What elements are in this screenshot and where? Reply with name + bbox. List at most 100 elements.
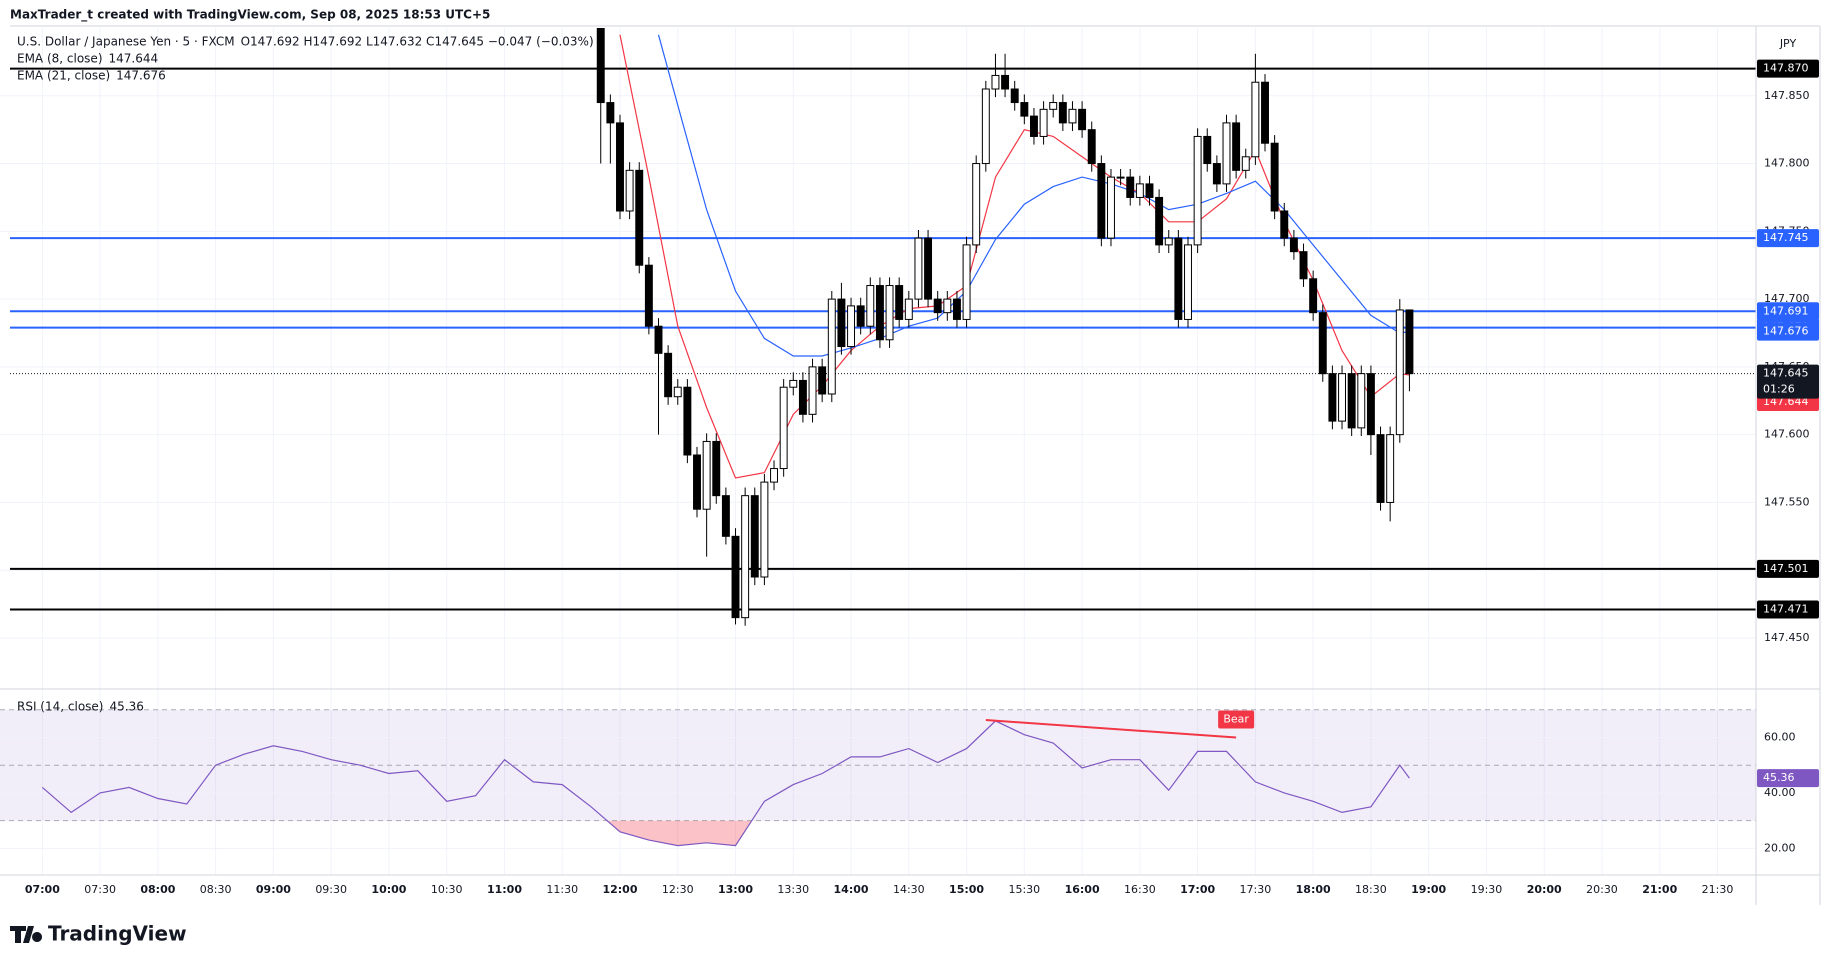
candle-body	[712, 440, 721, 497]
legend-value: 147.676	[116, 69, 166, 83]
candle-body	[596, 28, 605, 104]
y-tick-label: 147.850	[1764, 89, 1810, 102]
candle-body	[895, 285, 904, 320]
x-tick-label: 14:00	[834, 883, 869, 896]
candle-body	[1193, 135, 1202, 246]
x-tick-label: 17:00	[1180, 883, 1215, 896]
candle-body	[1049, 102, 1058, 110]
legend-value: 147.644	[109, 52, 159, 66]
candle-body	[1097, 163, 1106, 239]
x-tick-label: 09:00	[256, 883, 291, 896]
candle-body	[721, 495, 730, 537]
divergence-label-box	[1218, 710, 1255, 729]
x-tick-label: 09:30	[315, 883, 347, 896]
candle-body	[1029, 115, 1038, 137]
countdown: 01:26	[1763, 383, 1795, 396]
divergence-label: Bear	[1223, 713, 1249, 726]
candle-body	[770, 468, 778, 483]
candle-body	[1299, 251, 1308, 280]
y-tick-label: 147.600	[1764, 428, 1810, 441]
x-tick-label: 17:30	[1240, 883, 1272, 896]
level-label: 147.471	[1763, 603, 1809, 616]
x-tick-label: 20:00	[1527, 883, 1562, 896]
candle-body	[1164, 237, 1173, 246]
level-label-box	[1757, 229, 1819, 248]
x-tick-label: 12:30	[662, 883, 694, 896]
rsi-value-label-box	[1757, 769, 1819, 788]
candle-body	[760, 481, 769, 578]
candle-body	[991, 74, 1000, 90]
candle-body	[625, 169, 634, 212]
x-tick-label: 08:00	[140, 883, 175, 896]
x-tick-label: 13:00	[718, 883, 753, 896]
symbol: U.S. Dollar / Japanese Yen · 5 · FXCM	[17, 35, 235, 49]
brand: TradingView	[10, 922, 187, 946]
x-tick-label: 07:00	[25, 883, 60, 896]
candle-body	[1078, 108, 1087, 131]
candle-body	[933, 298, 942, 314]
x-tick-label: 10:00	[371, 883, 406, 896]
candle-body	[1116, 176, 1125, 179]
x-tick-label: 18:00	[1296, 883, 1331, 896]
x-tick-label: 15:00	[949, 883, 984, 896]
candle-body	[1010, 88, 1019, 104]
candle-body	[1270, 142, 1279, 212]
candle-body	[885, 285, 894, 341]
candle-body	[972, 163, 981, 246]
candle-body	[837, 298, 846, 348]
candle-body	[1309, 278, 1318, 314]
candle-body	[1347, 373, 1356, 429]
ohlc: O147.692 H147.692 L147.632 C147.645 −0.0…	[241, 35, 594, 49]
candle-body	[1289, 237, 1298, 253]
current-price-label-box	[1757, 364, 1819, 399]
currency: JPY	[1779, 37, 1797, 50]
ema-value-label: 147.676	[1763, 325, 1809, 338]
x-tick-label: 10:30	[431, 883, 463, 896]
candle-body	[1328, 373, 1337, 422]
candle-body	[1395, 309, 1404, 436]
x-tick-label: 11:00	[487, 883, 522, 896]
y-tick-label: 147.800	[1764, 157, 1810, 170]
candle-body	[731, 535, 740, 619]
y-tick-label: 147.450	[1764, 631, 1810, 644]
legend-name: EMA (8, close)	[17, 52, 103, 66]
candle-body	[683, 386, 692, 456]
candle-body	[962, 244, 971, 320]
candle-body	[943, 298, 952, 314]
x-tick-label: 16:30	[1124, 883, 1156, 896]
candle-body	[981, 88, 990, 165]
legend-name: RSI (14, close)	[17, 700, 103, 714]
candle-body	[827, 298, 836, 395]
candle-body	[1318, 312, 1327, 375]
x-tick-label: 19:00	[1411, 883, 1446, 896]
candle-body	[952, 298, 961, 320]
candle-body	[750, 495, 759, 578]
x-tick-label: 15:30	[1008, 883, 1040, 896]
candle-body	[914, 237, 923, 300]
legend-value: 45.36	[109, 700, 143, 714]
x-tick-label: 12:00	[602, 883, 637, 896]
x-tick-label: 07:30	[84, 883, 116, 896]
candle-body	[856, 305, 865, 327]
candle-body	[1107, 176, 1115, 239]
candle-body	[847, 305, 856, 348]
candle-body	[1058, 102, 1067, 124]
rsi-line	[42, 720, 1410, 847]
candle-body	[904, 298, 913, 320]
candle-body	[1338, 373, 1346, 422]
x-tick-label: 14:30	[893, 883, 925, 896]
candle-body	[866, 285, 875, 327]
candle-body	[1203, 135, 1212, 165]
candle-body	[1232, 122, 1241, 171]
x-tick-label: 13:30	[777, 883, 809, 896]
candle-body	[616, 122, 624, 212]
candle-body	[1222, 122, 1231, 185]
ema-line	[657, 34, 1410, 357]
candle-body	[1174, 237, 1183, 320]
level-label: 147.501	[1763, 562, 1809, 575]
candle-body	[1357, 373, 1366, 429]
candle-body	[1135, 183, 1144, 198]
candle-body	[1039, 108, 1048, 137]
level-label: 147.745	[1763, 231, 1809, 244]
